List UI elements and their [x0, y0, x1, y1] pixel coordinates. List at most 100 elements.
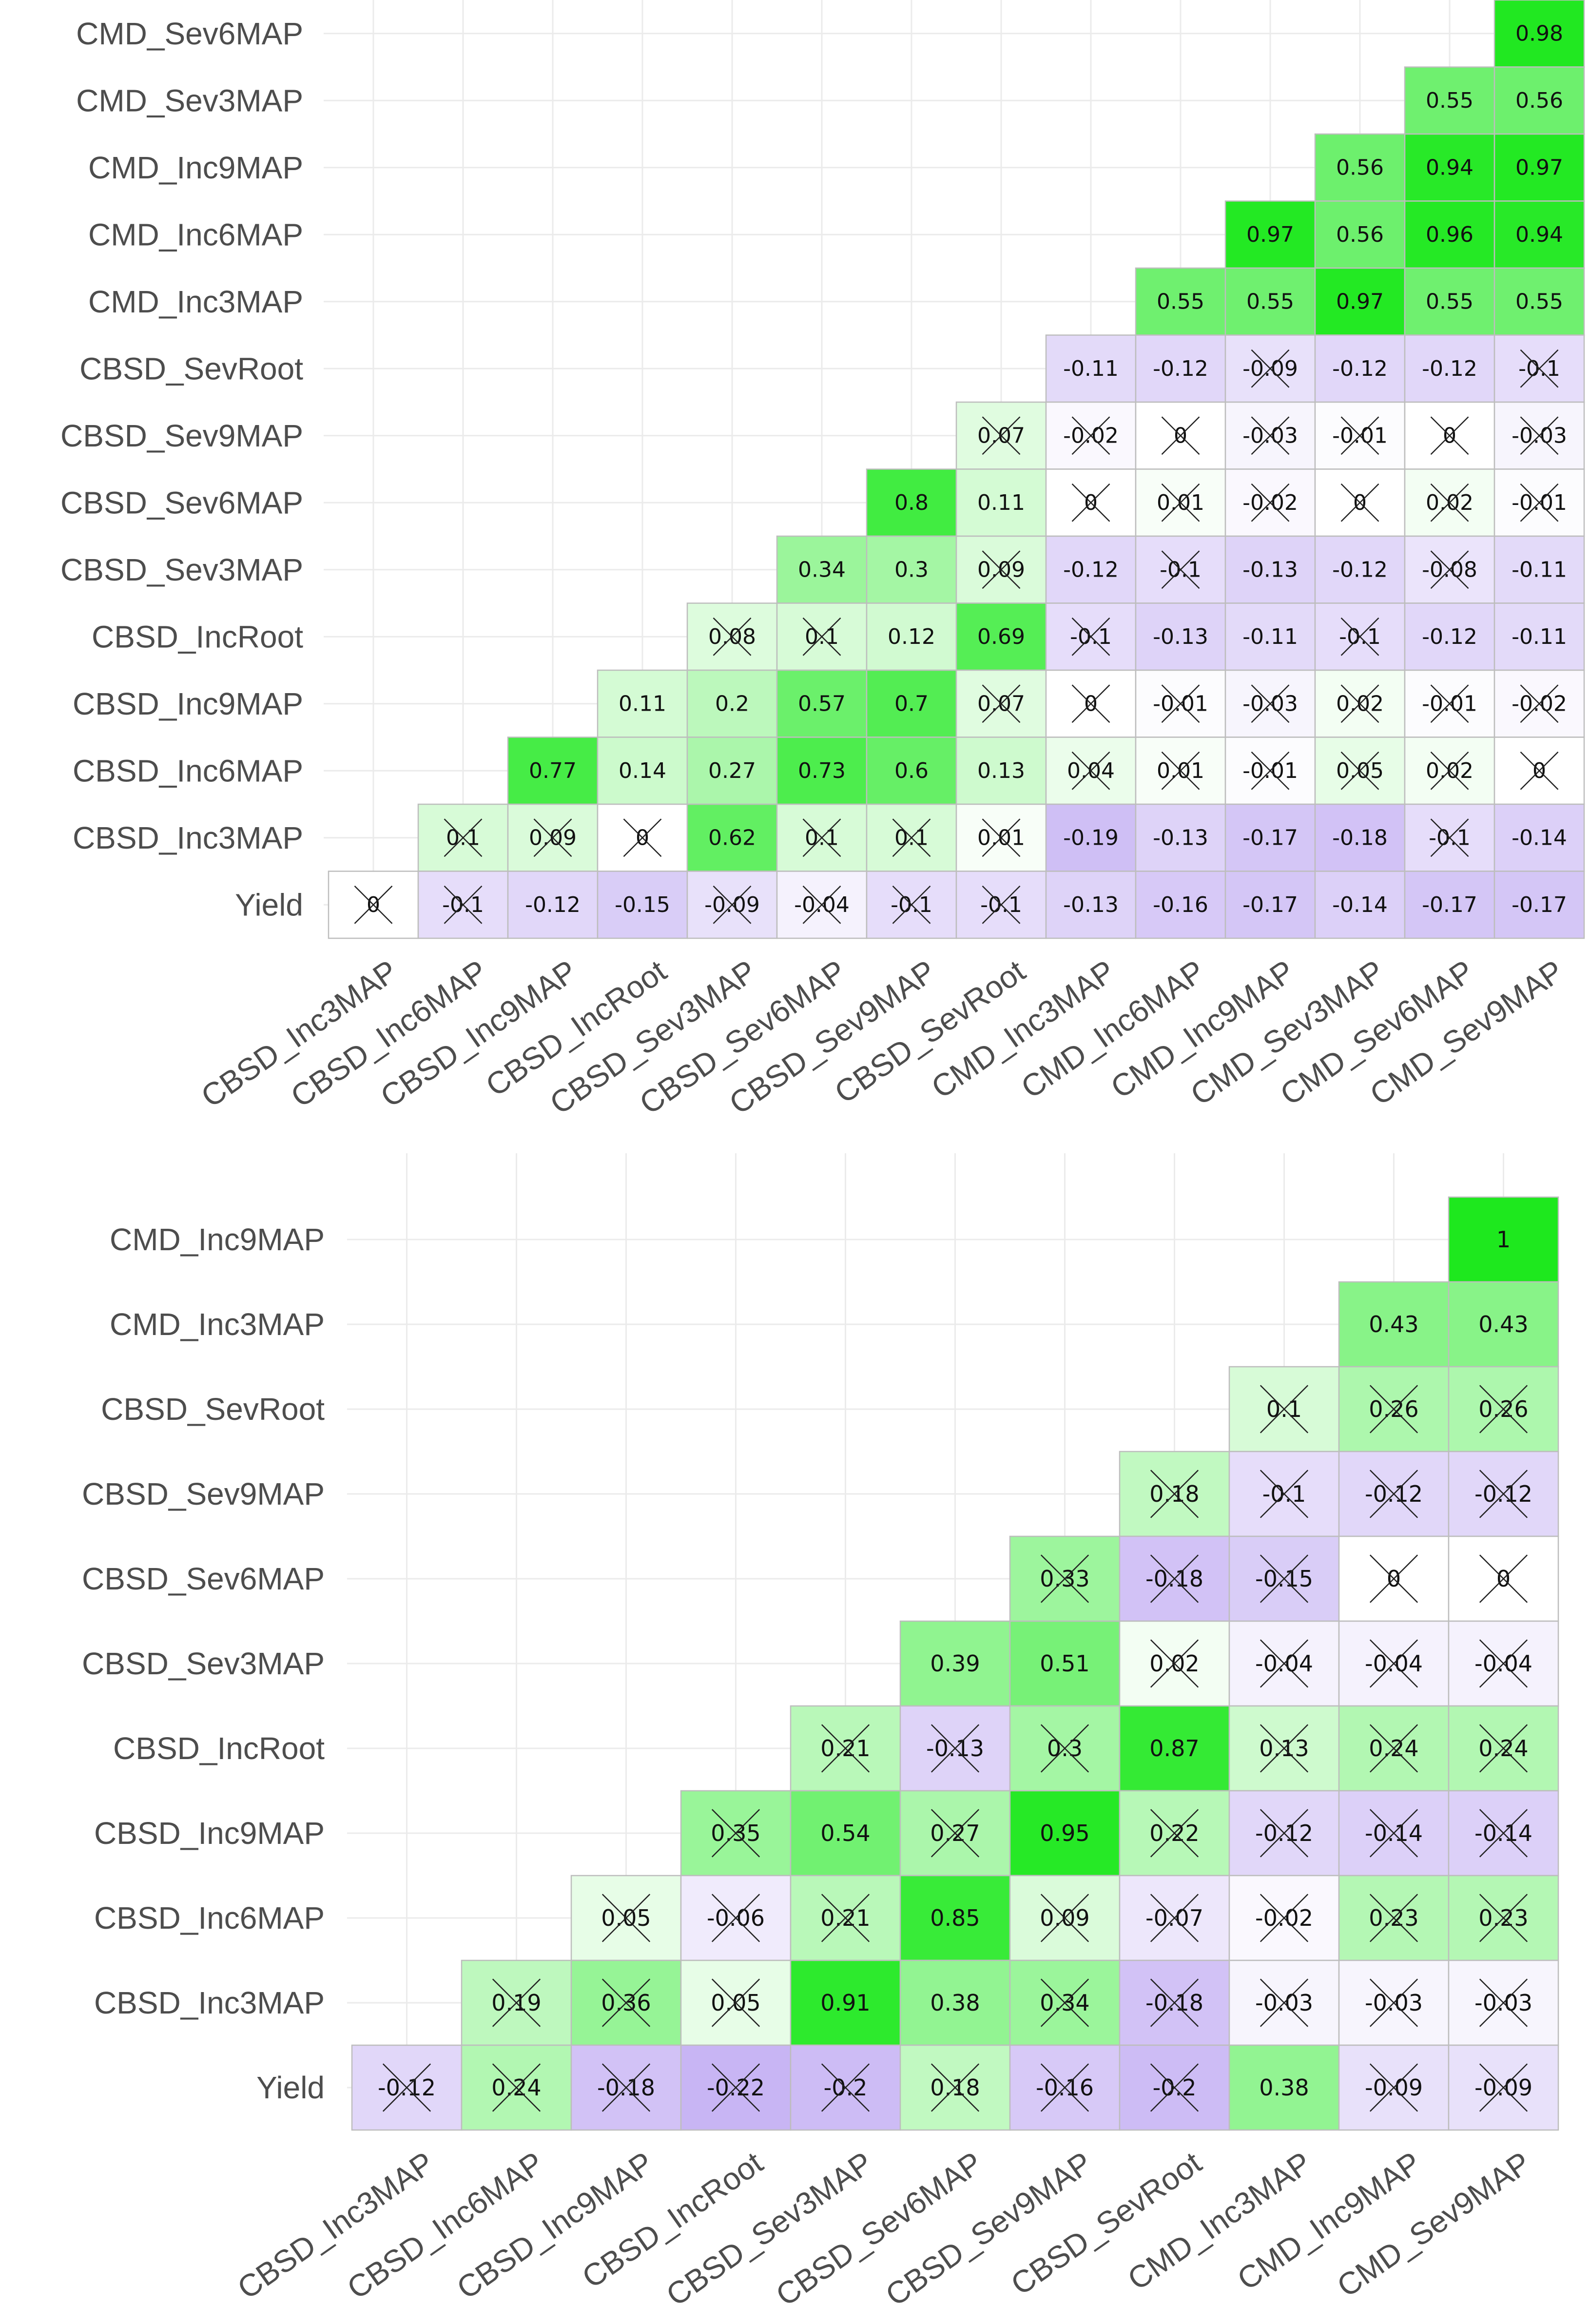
top-cell-label: 0.55 [1515, 289, 1563, 314]
top-cell: -0.1 [1493, 334, 1585, 403]
top-cell: -0.12 [1314, 334, 1406, 403]
top-cell: 0 [328, 871, 419, 939]
top-insignificant-cross [892, 818, 931, 857]
bottom-cell: -0.18 [570, 2044, 682, 2131]
top-insignificant-cross [1161, 483, 1200, 522]
top-cell: 0.1 [417, 803, 509, 872]
bottom-cell: 0.43 [1448, 1281, 1559, 1368]
bottom-cell: -0.15 [1228, 1535, 1340, 1622]
top-cell-label: 0.69 [977, 624, 1025, 649]
top-cell: -0.12 [1404, 602, 1495, 671]
top-cell-fill [1045, 334, 1137, 403]
top-cell-label: -0.11 [1063, 356, 1119, 381]
top-cell-fill [1404, 200, 1495, 269]
bottom-col-label: CMD_Inc3MAP [1121, 2145, 1318, 2297]
bottom-insignificant-cross [1150, 1639, 1199, 1688]
top-cell: 0.05 [1314, 736, 1406, 805]
top-cell: -0.16 [1135, 871, 1226, 939]
bottom-cell: 0.21 [790, 1705, 901, 1792]
top-cell-fill [1493, 871, 1585, 939]
bottom-insignificant-cross [931, 1809, 980, 1858]
bottom-insignificant-cross [1150, 1809, 1199, 1858]
bottom-cell: 0.24 [1448, 1705, 1559, 1792]
bottom-cell-label: 0.39 [930, 1650, 980, 1677]
top-cell: 0.62 [686, 803, 778, 872]
bottom-col-label: CBSD_Sev9MAP [879, 2145, 1098, 2313]
top-insignificant-cross [444, 818, 483, 857]
top-cell: 0 [1135, 401, 1226, 470]
bottom-insignificant-cross [711, 1894, 760, 1942]
bottom-cell: 0.23 [1448, 1875, 1559, 1961]
bottom-cell: 0.21 [790, 1875, 901, 1961]
top-row-label: CMD_Sev3MAP [76, 83, 303, 118]
top-cell-fill [1314, 871, 1406, 939]
top-cell: -0.1 [1135, 535, 1226, 604]
top-cell: 0.56 [1314, 200, 1406, 269]
bottom-col-label: CBSD_Sev3MAP [660, 2145, 879, 2313]
top-insignificant-cross [892, 885, 931, 924]
top-insignificant-cross [1520, 416, 1559, 455]
bottom-insignificant-cross [1150, 1894, 1199, 1942]
bottom-cell-label: 0.51 [1040, 1650, 1089, 1677]
top-cell-fill [1314, 334, 1406, 403]
bottom-cell: 0.24 [1338, 1705, 1450, 1792]
bottom-insignificant-cross [1260, 1978, 1309, 2027]
top-cell: 0.2 [686, 669, 778, 738]
bottom-col-label: CMD_Sev9MAP [1331, 2145, 1537, 2304]
bottom-insignificant-cross [1150, 1470, 1199, 1518]
bottom-cell: 0 [1338, 1535, 1450, 1622]
top-cell-fill [597, 736, 688, 805]
top-cell: 0.6 [866, 736, 957, 805]
bottom-insignificant-cross [711, 1978, 760, 2027]
top-insignificant-cross [982, 416, 1021, 455]
top-insignificant-cross [1071, 684, 1110, 723]
top-cell-label: 0.56 [1336, 155, 1384, 180]
top-cell-label: 0.55 [1426, 88, 1474, 113]
top-insignificant-cross [1520, 483, 1559, 522]
top-cell: 0.07 [955, 669, 1047, 738]
top-cell-fill [686, 736, 778, 805]
bottom-cell: 0.27 [899, 1790, 1011, 1877]
top-insignificant-cross [1520, 684, 1559, 723]
top-cell: 0.13 [955, 736, 1047, 805]
top-cell-label: -0.11 [1242, 624, 1298, 649]
top-cell-label: 0.27 [708, 758, 756, 783]
top-cell: 0.94 [1493, 200, 1585, 269]
top-cell-fill [1135, 871, 1226, 939]
top-insignificant-cross [1071, 617, 1110, 656]
top-cell: -0.14 [1493, 803, 1585, 872]
bottom-cell-label: 0.87 [1149, 1735, 1199, 1762]
bottom-row-label: CBSD_Inc3MAP [94, 1985, 325, 2020]
bottom-insignificant-cross [931, 1724, 980, 1773]
top-cell: 0.08 [686, 602, 778, 671]
bottom-cell-fill [790, 1959, 901, 2046]
top-insignificant-cross [1161, 550, 1200, 589]
top-insignificant-cross [1251, 684, 1290, 723]
bottom-cell: 0.95 [1009, 1790, 1121, 1877]
bottom-cell: 0.38 [1228, 2044, 1340, 2131]
top-cell-fill [1493, 803, 1585, 872]
top-cell: -0.1 [866, 871, 957, 939]
top-cell-fill [1224, 267, 1316, 336]
bottom-cell-label: 0.38 [1259, 2074, 1309, 2101]
bottom-cell: -0.07 [1119, 1875, 1230, 1961]
top-cell: -0.03 [1224, 401, 1316, 470]
bottom-insignificant-cross [1260, 1894, 1309, 1942]
top-insignificant-cross [1251, 751, 1290, 790]
top-row-label: CBSD_Sev9MAP [60, 418, 303, 453]
top-cell-fill [1493, 133, 1585, 202]
bottom-insignificant-cross [711, 2063, 760, 2112]
top-cell-label: -0.16 [1153, 892, 1208, 917]
bottom-cell: -0.16 [1009, 2044, 1121, 2131]
bottom-insignificant-cross [1260, 1724, 1309, 1773]
bottom-cell: 0.35 [680, 1790, 792, 1877]
bottom-cell-label: 0.43 [1478, 1311, 1528, 1337]
top-cell-label: -0.13 [1063, 892, 1119, 917]
bottom-insignificant-cross [821, 2063, 870, 2112]
top-row-labels: CMD_Sev6MAP CMD_Sev3MAP CMD_Inc9MAP CMD_Inc… [60, 16, 303, 923]
bottom-row-label: CMD_Inc3MAP [110, 1307, 325, 1342]
top-insignificant-cross [1340, 684, 1379, 723]
bottom-cell: 0.18 [899, 2044, 1011, 2131]
top-cell-fill [1224, 602, 1316, 671]
bottom-cell: 0.05 [680, 1959, 792, 2046]
